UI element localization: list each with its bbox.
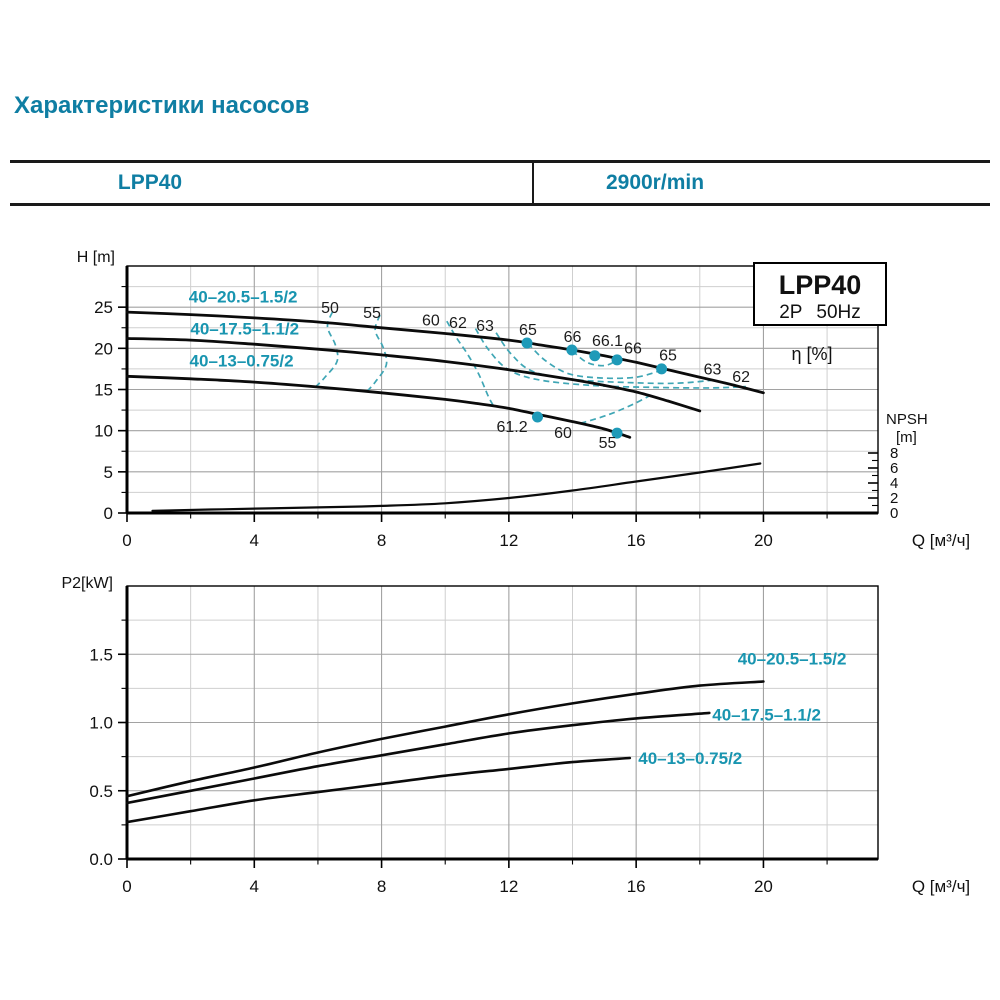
curve-40–17.5–1.1/2	[125, 711, 711, 805]
efficiency-label: 61.2	[496, 419, 527, 436]
efficiency-label: 60	[422, 312, 440, 329]
spec-table-divider	[532, 163, 534, 203]
head-flow-plot: 0 4 8 12 16 20051015202540–20.5–1.5/240–17.5–…	[94, 265, 898, 550]
model-box-title: LPP40	[779, 270, 862, 300]
efficiency-label: 55	[363, 305, 381, 322]
x-tick-label: 4	[250, 877, 259, 896]
x-tick-label: 8	[377, 877, 386, 896]
efficiency-dot	[532, 411, 544, 423]
efficiency-label: 65	[659, 348, 677, 365]
x-tick-label: 20	[754, 877, 773, 896]
npsh-axis-unit: [m]	[896, 429, 917, 446]
x-tick-label: 0	[122, 531, 131, 550]
npsh-tick-label: 4	[890, 475, 898, 492]
model-box-subtitle: 2P 50Hz	[779, 302, 861, 323]
efficiency-label: 66	[564, 329, 582, 346]
efficiency-label: 65	[519, 322, 537, 339]
curve-40–13–0.75/2	[125, 756, 632, 824]
page-title: Характеристики насосов	[14, 92, 310, 119]
curve-40–20.5–1.5/2	[125, 310, 765, 395]
npsh-axis-label: NPSH	[886, 411, 928, 428]
efficiency-label: 63	[704, 362, 722, 379]
npsh-tick-label: 2	[890, 490, 898, 507]
y-tick-label: 15	[94, 381, 113, 400]
efficiency-dot	[611, 354, 623, 366]
y-tick-label: 0.5	[89, 782, 113, 801]
spec-table: LPP40 2900r/min	[10, 160, 990, 206]
efficiency-contour-62	[474, 328, 746, 389]
flow-axis-label-top: Q [м³/ч]	[912, 531, 970, 550]
efficiency-label: 62	[732, 369, 750, 386]
npsh-tick-label: 8	[890, 445, 898, 462]
efficiency-label: 66	[624, 340, 642, 357]
y-tick-label: 25	[94, 298, 113, 317]
x-tick-label: 12	[499, 531, 518, 550]
y-tick-label: 0.0	[89, 850, 113, 869]
x-tick-label: 16	[627, 877, 646, 896]
x-tick-label: 0	[122, 877, 131, 896]
efficiency-label: 55	[599, 435, 617, 452]
y-tick-label: 0	[104, 504, 113, 523]
x-tick-label: 20	[754, 531, 773, 550]
model-box	[753, 262, 887, 326]
h-axis-label: H [m]	[77, 249, 115, 266]
npsh-tick-label: 6	[890, 460, 898, 477]
x-tick-label: 16	[627, 531, 646, 550]
curve-40–13–0.75/2	[125, 374, 632, 439]
efficiency-label: 63	[476, 318, 494, 335]
curve-label: 40–17.5–1.1/2	[190, 320, 299, 339]
npsh-tick-label: 0	[890, 505, 898, 522]
x-tick-label: 8	[377, 531, 386, 550]
flow-axis-label-bottom: Q [м³/ч]	[912, 877, 970, 896]
efficiency-contour-60-right	[580, 393, 653, 425]
efficiency-label: 66.1	[592, 333, 623, 350]
efficiency-label: 60	[554, 425, 572, 442]
curve-label: 40–13–0.75/2	[638, 749, 742, 768]
efficiency-dot	[566, 344, 578, 356]
y-tick-label: 1.0	[89, 714, 113, 733]
y-tick-label: 1.5	[89, 645, 113, 664]
curve-label: 40–20.5–1.5/2	[738, 649, 847, 668]
efficiency-dot	[589, 350, 601, 362]
efficiency-contour-65	[527, 342, 664, 380]
curve-label: 40–20.5–1.5/2	[189, 287, 298, 306]
efficiency-contour-50	[315, 311, 339, 387]
efficiency-dot	[521, 337, 533, 349]
curve-label: 40–13–0.75/2	[190, 352, 294, 371]
y-tick-label: 5	[104, 463, 113, 482]
curve-label: 40–17.5–1.1/2	[712, 705, 821, 724]
y-tick-label: 10	[94, 422, 113, 441]
efficiency-label: 62	[449, 315, 467, 332]
curve-npsh	[151, 462, 762, 512]
model-name: LPP40	[117, 171, 183, 194]
efficiency-contour-63	[495, 332, 711, 385]
efficiency-label: 50	[321, 300, 339, 317]
x-tick-label: 12	[499, 877, 518, 896]
efficiency-axis-label: η [%]	[791, 344, 832, 364]
efficiency-dot	[656, 363, 668, 375]
p2-axis-label: P2[kW]	[61, 575, 113, 592]
efficiency-dot	[611, 427, 623, 439]
y-tick-label: 20	[94, 339, 113, 358]
head-flow-chart: 0 4 8 12 16 20051015202540–20.5–1.5/240–17.5–…	[77, 249, 970, 550]
curve-40–20.5–1.5/2	[125, 680, 765, 798]
speed-value: 2900r/min	[605, 171, 705, 194]
power-chart: 0 4 8 12 16 20 0.0 0.5 1.0 1.5 40–20.5–1.5/2 40–17.…	[61, 575, 970, 896]
curve-40–17.5–1.1/2	[125, 337, 702, 413]
efficiency-contour-66	[571, 350, 618, 367]
x-tick-label: 4	[250, 531, 259, 550]
power-plot: 0 4 8 12 16 20 0.0 0.5 1.0 1.5 40–20.5–1.5/2 40–17.…	[89, 585, 879, 896]
